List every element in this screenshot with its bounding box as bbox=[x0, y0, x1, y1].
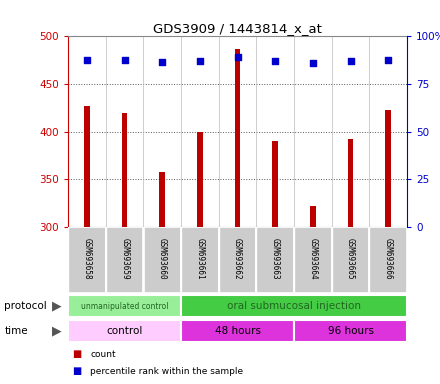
Bar bbox=[68, 320, 181, 343]
Point bbox=[385, 57, 392, 63]
Bar bbox=[272, 141, 278, 227]
Text: GSM693659: GSM693659 bbox=[120, 238, 129, 280]
Bar bbox=[68, 295, 181, 318]
Bar bbox=[294, 227, 332, 293]
Point bbox=[309, 60, 316, 66]
Bar bbox=[122, 113, 128, 227]
Text: GSM693666: GSM693666 bbox=[384, 238, 392, 280]
Text: ■: ■ bbox=[73, 366, 82, 376]
Point bbox=[234, 54, 241, 60]
Text: ▶: ▶ bbox=[52, 325, 62, 338]
Text: GSM693665: GSM693665 bbox=[346, 238, 355, 280]
Bar bbox=[235, 49, 240, 227]
Bar bbox=[257, 227, 294, 293]
Text: control: control bbox=[106, 326, 143, 336]
Text: oral submucosal injection: oral submucosal injection bbox=[227, 301, 361, 311]
Bar bbox=[348, 139, 353, 227]
Text: GSM693661: GSM693661 bbox=[195, 238, 205, 280]
Text: GSM693662: GSM693662 bbox=[233, 238, 242, 280]
Text: 96 hours: 96 hours bbox=[327, 326, 374, 336]
Bar bbox=[106, 227, 143, 293]
Text: GSM693664: GSM693664 bbox=[308, 238, 317, 280]
Text: GSM693660: GSM693660 bbox=[158, 238, 167, 280]
Bar bbox=[294, 320, 407, 343]
Bar bbox=[197, 132, 203, 227]
Text: ▶: ▶ bbox=[52, 300, 62, 313]
Text: GSM693663: GSM693663 bbox=[271, 238, 280, 280]
Bar bbox=[68, 227, 106, 293]
Text: time: time bbox=[4, 326, 28, 336]
Bar bbox=[181, 320, 294, 343]
Bar bbox=[159, 172, 165, 227]
Text: GSM693658: GSM693658 bbox=[83, 238, 92, 280]
Point bbox=[347, 58, 354, 64]
Bar bbox=[219, 227, 257, 293]
Point bbox=[196, 58, 203, 64]
Point bbox=[272, 58, 279, 64]
Point bbox=[159, 59, 166, 65]
Bar bbox=[181, 295, 407, 318]
Text: percentile rank within the sample: percentile rank within the sample bbox=[90, 367, 243, 376]
Bar bbox=[310, 206, 316, 227]
Bar bbox=[181, 227, 219, 293]
Bar bbox=[143, 227, 181, 293]
Bar bbox=[332, 227, 369, 293]
Point bbox=[121, 57, 128, 63]
Text: 48 hours: 48 hours bbox=[215, 326, 260, 336]
Bar bbox=[370, 227, 407, 293]
Title: GDS3909 / 1443814_x_at: GDS3909 / 1443814_x_at bbox=[153, 22, 322, 35]
Bar bbox=[385, 110, 391, 227]
Text: ■: ■ bbox=[73, 349, 82, 359]
Text: unmanipulated control: unmanipulated control bbox=[81, 302, 169, 311]
Bar bbox=[84, 106, 90, 227]
Point bbox=[84, 57, 91, 63]
Text: count: count bbox=[90, 350, 116, 359]
Text: protocol: protocol bbox=[4, 301, 47, 311]
